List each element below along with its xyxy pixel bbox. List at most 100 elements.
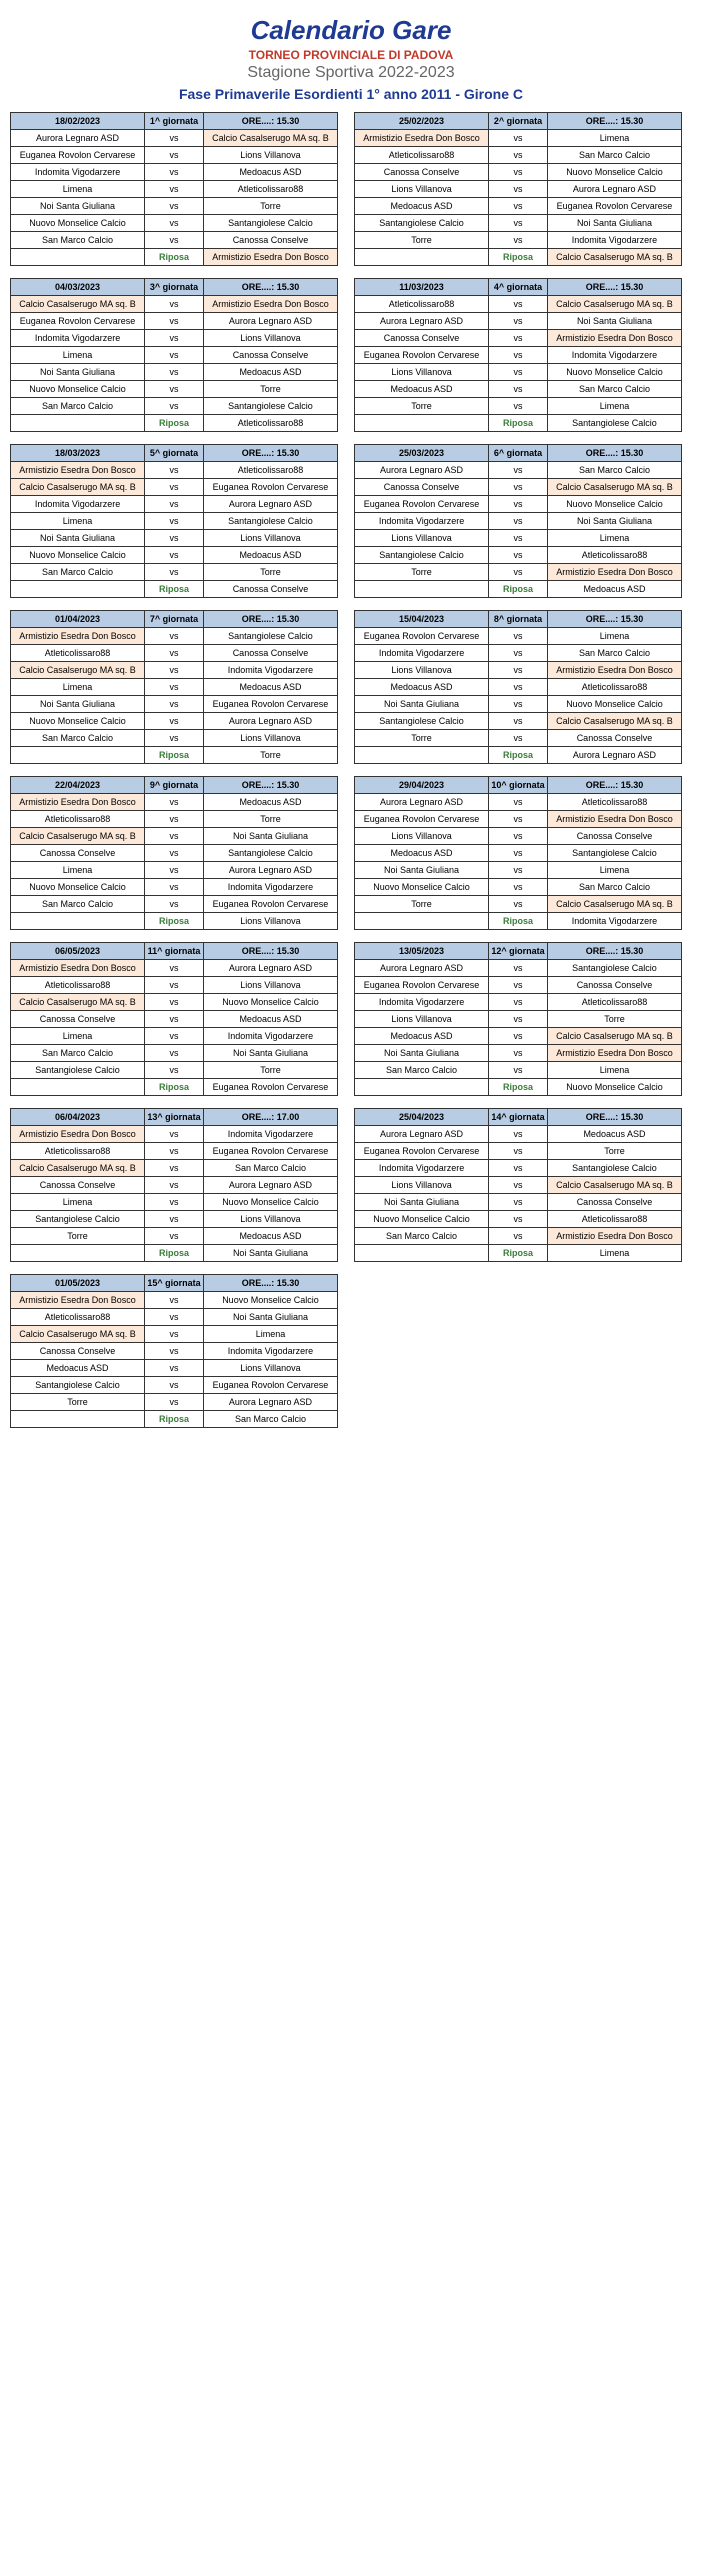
home-team: Medoacus ASD [355, 845, 489, 862]
away-team: Atleticolissaro88 [203, 462, 337, 479]
rest-row: RiposaAurora Legnaro ASD [355, 747, 682, 764]
away-team: Torre [547, 1143, 681, 1160]
match-row: Lions VillanovavsAurora Legnaro ASD [355, 181, 682, 198]
vs-cell: vs [145, 347, 204, 364]
vs-cell: vs [489, 994, 548, 1011]
match-row: Atleticolissaro88vsCanossa Conselve [11, 645, 338, 662]
away-team: Indomita Vigodarzere [203, 1343, 337, 1360]
vs-cell: vs [489, 1143, 548, 1160]
round-number: 14^ giornata [489, 1109, 548, 1126]
round-time: ORE....: 15.30 [547, 777, 681, 794]
home-team: Atleticolissaro88 [11, 645, 145, 662]
away-team: Euganea Rovolon Cervarese [203, 696, 337, 713]
round-table: 18/02/20231^ giornataORE....: 15.30Auror… [10, 112, 338, 266]
match-row: Armistizio Esedra Don BoscovsMedoacus AS… [11, 794, 338, 811]
rest-row: RiposaSan Marco Calcio [11, 1411, 338, 1428]
home-team: Aurora Legnaro ASD [355, 794, 489, 811]
match-row: Noi Santa GiulianavsCanossa Conselve [355, 1194, 682, 1211]
vs-cell: vs [145, 232, 204, 249]
rest-label: Riposa [145, 1245, 204, 1262]
away-team: Armistizio Esedra Don Bosco [547, 1045, 681, 1062]
vs-cell: vs [489, 696, 548, 713]
vs-cell: vs [489, 198, 548, 215]
away-team: Torre [547, 1011, 681, 1028]
home-team: Atleticolissaro88 [11, 1309, 145, 1326]
rest-label: Riposa [145, 913, 204, 930]
rest-team: Torre [203, 747, 337, 764]
away-team: Aurora Legnaro ASD [203, 1177, 337, 1194]
round-date: 11/03/2023 [355, 279, 489, 296]
match-row: LimenavsSantangiolese Calcio [11, 513, 338, 530]
rest-row: RiposaNuovo Monselice Calcio [355, 1079, 682, 1096]
round-time: ORE....: 15.30 [203, 445, 337, 462]
vs-cell: vs [145, 730, 204, 747]
rest-team: Canossa Conselve [203, 581, 337, 598]
away-team: Atleticolissaro88 [547, 1211, 681, 1228]
rest-row: RiposaAtleticolissaro88 [11, 415, 338, 432]
vs-cell: vs [489, 1126, 548, 1143]
home-team: Santangiolese Calcio [11, 1062, 145, 1079]
rest-team: Medoacus ASD [547, 581, 681, 598]
vs-cell: vs [489, 462, 548, 479]
away-team: Medoacus ASD [203, 547, 337, 564]
round-time: ORE....: 15.30 [203, 279, 337, 296]
rest-label: Riposa [145, 415, 204, 432]
match-row: LimenavsIndomita Vigodarzere [11, 1028, 338, 1045]
rest-empty [355, 415, 489, 432]
home-team: Santangiolese Calcio [11, 1211, 145, 1228]
rest-team: Limena [547, 1245, 681, 1262]
vs-cell: vs [145, 1194, 204, 1211]
match-row: Calcio Casalserugo MA sq. BvsNoi Santa G… [11, 828, 338, 845]
away-team: Torre [203, 198, 337, 215]
vs-cell: vs [489, 147, 548, 164]
rest-empty [355, 747, 489, 764]
round-number: 2^ giornata [489, 113, 548, 130]
vs-cell: vs [489, 845, 548, 862]
away-team: Noi Santa Giuliana [203, 1309, 337, 1326]
away-team: Nuovo Monselice Calcio [203, 1194, 337, 1211]
home-team: Armistizio Esedra Don Bosco [11, 960, 145, 977]
home-team: Noi Santa Giuliana [11, 364, 145, 381]
match-row: Indomita VigodarzerevsSantangiolese Calc… [355, 1160, 682, 1177]
home-team: Santangiolese Calcio [11, 1377, 145, 1394]
away-team: Calcio Casalserugo MA sq. B [547, 896, 681, 913]
vs-cell: vs [145, 679, 204, 696]
home-team: Nuovo Monselice Calcio [355, 879, 489, 896]
away-team: Limena [547, 130, 681, 147]
round-date: 29/04/2023 [355, 777, 489, 794]
match-row: Aurora Legnaro ASDvsSantangiolese Calcio [355, 960, 682, 977]
rest-label: Riposa [145, 581, 204, 598]
away-team: Medoacus ASD [203, 164, 337, 181]
tournament-name: TORNEO PROVINCIALE DI PADOVA [10, 48, 692, 62]
match-row: Aurora Legnaro ASDvsCalcio Casalserugo M… [11, 130, 338, 147]
home-team: Calcio Casalserugo MA sq. B [11, 828, 145, 845]
rest-team: Euganea Rovolon Cervarese [203, 1079, 337, 1096]
home-team: Euganea Rovolon Cervarese [11, 313, 145, 330]
away-team: Torre [203, 811, 337, 828]
vs-cell: vs [145, 960, 204, 977]
home-team: Noi Santa Giuliana [355, 696, 489, 713]
match-row: Armistizio Esedra Don BoscovsIndomita Vi… [11, 1126, 338, 1143]
match-row: Armistizio Esedra Don BoscovsAurora Legn… [11, 960, 338, 977]
away-team: Limena [203, 1326, 337, 1343]
away-team: Indomita Vigodarzere [203, 1028, 337, 1045]
match-row: Noi Santa GiulianavsMedoacus ASD [11, 364, 338, 381]
round-table: 15/04/20238^ giornataORE....: 15.30Eugan… [354, 610, 682, 764]
vs-cell: vs [489, 296, 548, 313]
home-team: Medoacus ASD [355, 198, 489, 215]
home-team: Armistizio Esedra Don Bosco [11, 794, 145, 811]
match-row: Lions VillanovavsNuovo Monselice Calcio [355, 364, 682, 381]
vs-cell: vs [489, 1211, 548, 1228]
round-table: 25/04/202314^ giornataORE....: 15.30Auro… [354, 1108, 682, 1262]
away-team: Medoacus ASD [203, 679, 337, 696]
round-number: 10^ giornata [489, 777, 548, 794]
away-team: Lions Villanova [203, 330, 337, 347]
round-number: 4^ giornata [489, 279, 548, 296]
away-team: Euganea Rovolon Cervarese [203, 479, 337, 496]
match-row: Armistizio Esedra Don BoscovsAtleticolis… [11, 462, 338, 479]
away-team: Armistizio Esedra Don Bosco [547, 564, 681, 581]
round-table: 06/05/202311^ giornataORE....: 15.30Armi… [10, 942, 338, 1096]
away-team: Santangiolese Calcio [547, 1160, 681, 1177]
home-team: Calcio Casalserugo MA sq. B [11, 479, 145, 496]
round-date: 13/05/2023 [355, 943, 489, 960]
